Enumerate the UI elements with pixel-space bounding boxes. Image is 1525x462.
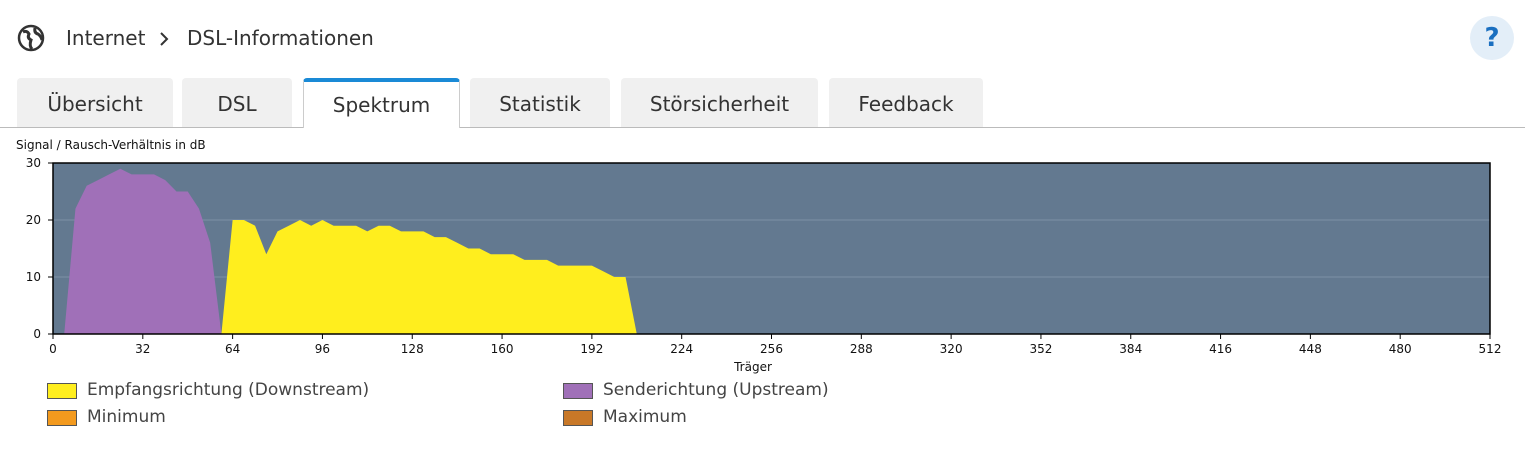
- x-tick-label: 64: [225, 342, 240, 356]
- legend-swatch: [47, 383, 77, 399]
- chart: Signal / Rausch-Verhältnis in dB Träger …: [16, 138, 1502, 374]
- area-series: [64, 168, 222, 334]
- x-tick-label: 256: [760, 342, 783, 356]
- help-button[interactable]: ?: [1470, 16, 1514, 60]
- breadcrumb-separator: [160, 32, 169, 46]
- x-tick-label: 128: [401, 342, 424, 356]
- x-tick-label: 320: [940, 342, 963, 356]
- tab[interactable]: Störsicherheit: [621, 78, 818, 127]
- x-tick-label: 160: [491, 342, 514, 356]
- tab[interactable]: Feedback: [829, 78, 983, 127]
- breadcrumb-page: DSL-Informationen: [187, 26, 374, 50]
- x-tick-label: 512: [1479, 342, 1502, 356]
- y-tick-label: 30: [26, 156, 41, 170]
- legend-label: Empfangsrichtung (Downstream): [87, 380, 370, 400]
- legend-label: Maximum: [603, 407, 687, 427]
- breadcrumb-section[interactable]: Internet: [66, 26, 146, 50]
- y-tick-label: 0: [33, 327, 41, 341]
- x-tick-label: 0: [49, 342, 57, 356]
- x-tick-label: 352: [1029, 342, 1052, 356]
- tab[interactable]: DSL: [182, 78, 292, 127]
- x-tick-label: 416: [1209, 342, 1232, 356]
- legend-label: Minimum: [87, 407, 166, 427]
- globe-icon: [17, 24, 45, 52]
- x-tick-label: 96: [315, 342, 330, 356]
- area-series: [221, 220, 637, 334]
- tab-divider: [0, 127, 1525, 128]
- y-tick-label: 10: [26, 270, 41, 284]
- x-tick-label: 480: [1389, 342, 1412, 356]
- x-tick-label: 288: [850, 342, 873, 356]
- x-tick-label: 224: [670, 342, 693, 356]
- x-tick-label: 32: [135, 342, 150, 356]
- x-tick-label: 448: [1299, 342, 1322, 356]
- tab[interactable]: Übersicht: [17, 78, 173, 127]
- tab[interactable]: Spektrum: [303, 78, 460, 128]
- x-tick-label: 192: [580, 342, 603, 356]
- legend-label: Senderichtung (Upstream): [603, 380, 829, 400]
- plot-frame: [52, 162, 1491, 335]
- legend-swatch: [563, 410, 593, 426]
- y-axis-label: Signal / Rausch-Verhältnis in dB: [16, 138, 206, 152]
- legend-swatch: [47, 410, 77, 426]
- y-tick-label: 20: [26, 213, 41, 227]
- x-axis-label: Träger: [733, 360, 772, 374]
- tab[interactable]: Statistik: [470, 78, 610, 127]
- x-tick-label: 384: [1119, 342, 1142, 356]
- legend-swatch: [563, 383, 593, 399]
